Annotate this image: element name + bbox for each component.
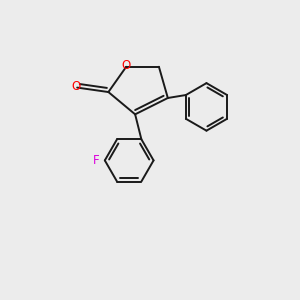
Text: O: O: [71, 80, 80, 93]
Text: F: F: [93, 154, 100, 167]
Text: O: O: [122, 59, 131, 72]
